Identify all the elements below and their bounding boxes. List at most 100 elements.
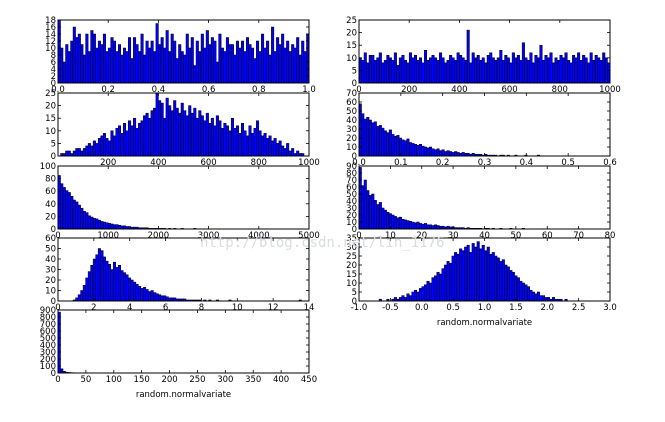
y-tick-label: 60 — [346, 98, 357, 108]
histogram-bar — [95, 218, 99, 230]
histogram-bar — [170, 110, 174, 157]
histogram-bar — [243, 130, 247, 157]
y-tick-label: 20 — [45, 102, 56, 112]
histogram-bar — [135, 44, 139, 84]
histogram-bar — [406, 293, 410, 302]
histogram-bar — [519, 60, 523, 84]
histogram-bar — [72, 26, 76, 84]
x-tick-label: 20 — [416, 231, 427, 241]
histogram-bar — [85, 33, 89, 84]
histogram-bar — [456, 52, 460, 84]
histogram-bar — [77, 33, 81, 84]
histogram-bar — [366, 190, 370, 230]
histogram-bar — [87, 215, 91, 230]
histogram-bar — [514, 275, 518, 302]
histogram-bar — [107, 264, 111, 302]
histogram-bar — [434, 149, 438, 157]
histogram-bar — [418, 57, 422, 84]
histogram-panel-3: 200 400 600 800 1000 0 5 10 15 20 25 — [45, 89, 320, 168]
y-tick-label: 30 — [346, 125, 357, 135]
histogram-bar — [373, 200, 377, 230]
histogram-bar — [67, 51, 71, 84]
histogram-bar — [501, 60, 505, 84]
histogram-bar — [120, 133, 124, 157]
x-tick-label: 0 — [356, 231, 361, 241]
histogram-panel-8: -1.0 -0.5 0.0 0.5 1.0 1.5 2.0 2.5 3.005101520253… — [346, 234, 617, 328]
x-tick-label: 0.1 — [394, 158, 408, 168]
histogram-bar — [303, 51, 307, 84]
histogram-bar — [148, 117, 152, 157]
histogram-bar — [170, 33, 174, 84]
histogram-bar — [424, 146, 428, 157]
histogram-bar — [466, 244, 470, 302]
histogram-bar — [180, 102, 184, 157]
histogram-bar — [431, 225, 435, 230]
histogram-bar — [115, 267, 119, 302]
x-tick-label: 0.2 — [436, 158, 450, 168]
histogram-bar — [552, 297, 556, 302]
histogram-bar — [371, 55, 375, 84]
histogram-bar — [444, 151, 448, 157]
y-tick-label: 40 — [346, 116, 357, 126]
y-tick-label: 25 — [346, 252, 357, 262]
histogram-bar — [120, 54, 124, 84]
histogram-bar — [135, 283, 139, 302]
histogram-bar — [413, 289, 417, 302]
histogram-panel-5: 0 1000 2000 3000 4000 5000 0 20 40 60 80 100 — [40, 162, 320, 241]
x-tick-label: 300 — [217, 375, 233, 385]
x-tick-label: 10 — [385, 231, 396, 241]
y-tick-label: 20 — [346, 134, 357, 144]
histogram-bar — [491, 252, 495, 302]
histogram-bar — [153, 107, 157, 157]
histogram-bar — [266, 138, 270, 157]
y-tick-label: 5 — [51, 139, 56, 149]
histogram-bar — [218, 120, 222, 157]
histogram-bar — [130, 125, 134, 157]
histogram-bar — [461, 152, 465, 157]
histogram-bar — [155, 23, 159, 84]
histogram-bar — [238, 47, 242, 84]
histogram-bar — [215, 61, 219, 84]
histogram-bar — [439, 273, 443, 302]
y-tick-label: 15 — [45, 114, 56, 124]
histogram-bar — [366, 62, 370, 84]
histogram-bar — [471, 243, 475, 302]
histogram-bar — [572, 55, 576, 84]
histogram-bar — [526, 60, 530, 84]
histogram-bar — [120, 270, 124, 302]
histogram-bar — [128, 277, 132, 302]
y-tick-label: 0 — [51, 225, 56, 235]
histogram-bar — [496, 57, 500, 84]
histogram-bar — [200, 115, 204, 157]
histogram-bar — [411, 291, 415, 302]
histogram-bar — [464, 246, 468, 302]
histogram-bar — [383, 60, 387, 84]
histogram-bar — [529, 289, 533, 302]
histogram-bar — [298, 54, 302, 84]
y-tick-label: 50 — [346, 107, 357, 117]
x-tick-label: 200 — [401, 85, 417, 95]
y-tick-label: 200 — [40, 355, 56, 365]
histogram-bar — [100, 135, 104, 157]
histogram-bar — [90, 216, 94, 230]
y-tick-label: 35 — [346, 234, 357, 244]
axes-frame — [57, 19, 310, 84]
histogram-bar — [230, 117, 234, 157]
y-tick-label: 40 — [45, 255, 56, 265]
histogram-bar — [205, 112, 209, 157]
x-tick-label: 1.0 — [478, 303, 492, 313]
histogram-bar — [82, 285, 86, 302]
x-tick-label: 250 — [189, 375, 205, 385]
axes-frame — [57, 165, 310, 230]
histogram-bar — [208, 122, 212, 157]
x-tick-label: 1000 — [97, 231, 119, 241]
histogram-bar — [491, 57, 495, 84]
x-tick-label: 60 — [542, 231, 553, 241]
histogram-bar — [225, 37, 229, 84]
x-tick-label: 0.0 — [51, 85, 65, 95]
y-tick-label: 25 — [45, 89, 56, 99]
y-tick-label: 5 — [352, 66, 357, 76]
histogram-bar — [128, 37, 132, 84]
histogram-bar — [587, 62, 591, 84]
y-tick-label: 40 — [45, 200, 56, 210]
